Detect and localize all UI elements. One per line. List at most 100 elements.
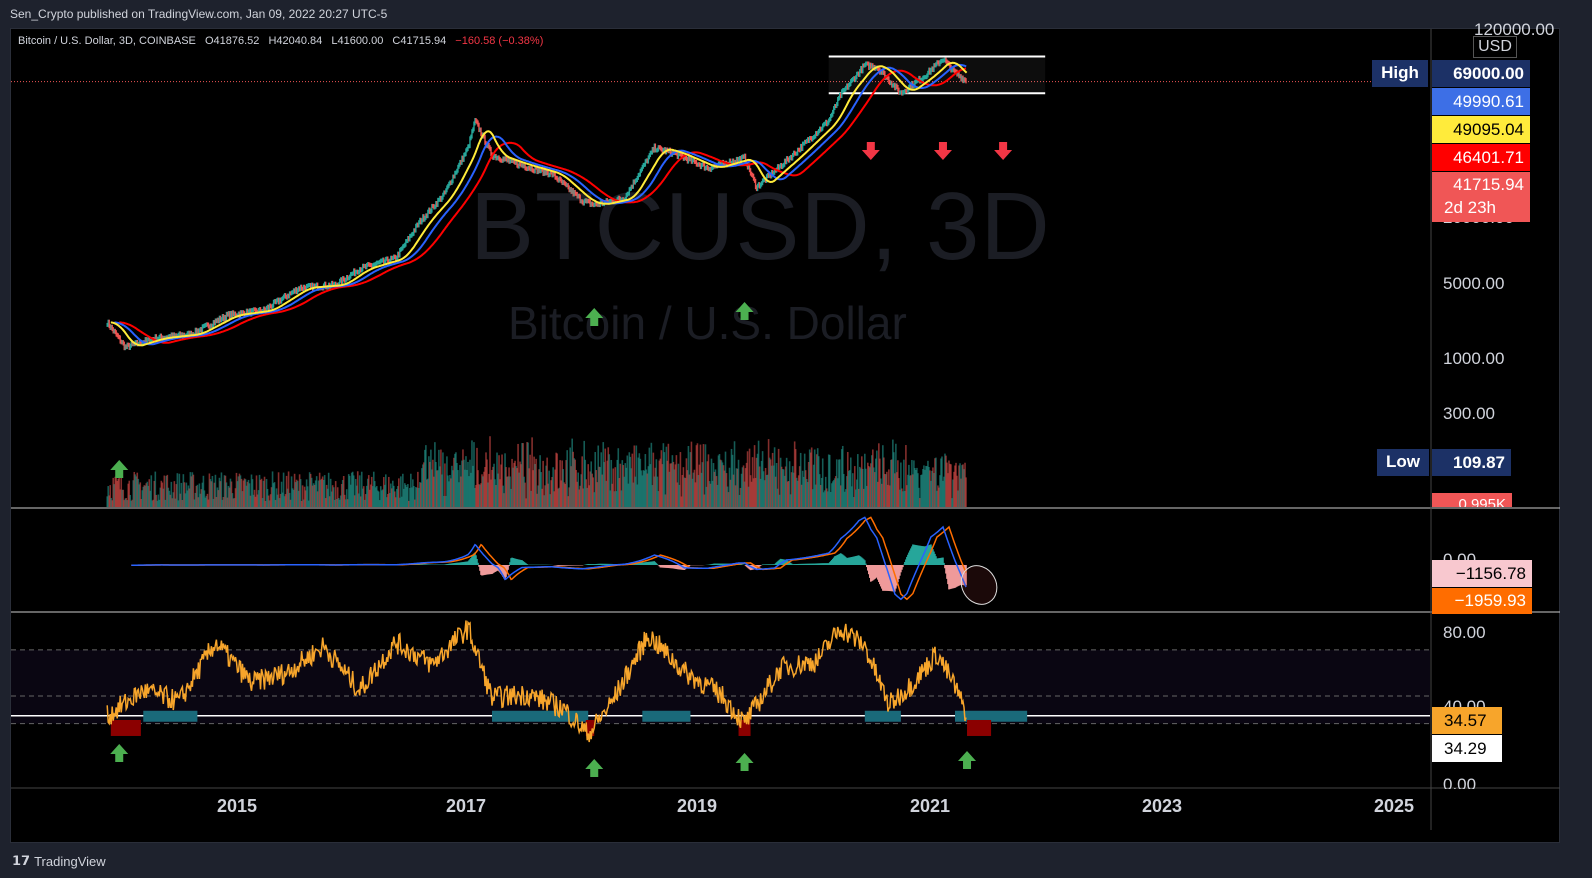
macd-histogram-bar [912, 544, 914, 565]
volume-bar [396, 488, 398, 507]
macd-histogram-bar [715, 563, 718, 565]
rsi-line [106, 620, 967, 743]
volume-bar [578, 489, 581, 507]
legend-change: −160.58 (−0.38%) [455, 35, 544, 47]
volume-bar [867, 462, 869, 507]
volume-bar [305, 479, 308, 507]
volume-bar [670, 463, 673, 507]
volume-bar [507, 476, 509, 507]
volume-bar [754, 477, 757, 507]
volume-bar [565, 460, 567, 507]
volume-bar [464, 469, 466, 507]
volume-bar [714, 469, 717, 507]
volume-bar [571, 438, 573, 507]
volume-bar [590, 461, 593, 507]
time-label-2021: 2021 [910, 796, 951, 816]
volume-bar [135, 476, 138, 507]
volume-bar [184, 493, 187, 507]
volume-bar [706, 461, 709, 507]
volume-bar [959, 463, 961, 507]
macd-histogram-bar [559, 565, 561, 566]
volume-bar [339, 495, 342, 507]
macd-histogram-bar [904, 561, 906, 565]
volume-bar [468, 476, 470, 507]
volume-bar [501, 454, 503, 507]
macd-histogram-bar [712, 563, 715, 565]
macd-histogram-bar [459, 562, 461, 565]
volume-bar [762, 471, 765, 507]
macd-histogram-bar [480, 565, 482, 575]
volume-bar [792, 472, 795, 507]
sell-signal-arrow [933, 142, 952, 160]
macd-histogram-bar [524, 562, 526, 565]
macd-histogram-bar [916, 545, 918, 565]
volume-bar [816, 448, 819, 507]
macd-histogram-bar [641, 562, 644, 565]
macd-histogram-bar [748, 565, 751, 570]
volume-bar [201, 482, 204, 507]
volume-bar [434, 442, 436, 507]
macd-histogram-bar [812, 563, 815, 565]
macd-histogram-bar [746, 565, 749, 568]
volume-bar [931, 470, 933, 507]
volume-bar [132, 480, 135, 507]
volume-bar [923, 465, 925, 507]
macd-histogram-bar [859, 556, 862, 565]
volume-bar [628, 452, 631, 507]
volume-bar [602, 442, 605, 507]
macd-histogram-bar [467, 561, 469, 565]
volume-bar [508, 467, 510, 507]
macd-histogram-bar [757, 565, 760, 568]
volume-bar [261, 498, 264, 507]
volume-bar [786, 481, 789, 507]
macd-histogram-bar [661, 565, 664, 568]
macd-histogram-bar [428, 564, 430, 565]
volume-bar [583, 440, 586, 507]
macd-histogram-bar [876, 565, 878, 578]
macd-histogram-bar [645, 562, 648, 565]
macd-histogram-bar [565, 565, 567, 566]
macd-histogram-bar [899, 565, 901, 576]
volume-bar [846, 451, 849, 507]
volume-bar [865, 468, 867, 507]
macd-histogram-bar [665, 565, 668, 568]
volume-bar [164, 499, 167, 507]
currency-button[interactable]: USD [1473, 36, 1517, 58]
volume-bar [323, 475, 326, 507]
macd-histogram-bar [484, 565, 486, 575]
macd-histogram-bar [762, 564, 765, 565]
macd-histogram-bar [799, 563, 802, 565]
volume-bar [561, 460, 563, 507]
macd-histogram-bar [416, 564, 418, 565]
macd-histogram-bar [749, 565, 752, 571]
macd-histogram-bar [658, 565, 661, 567]
volume-bar [463, 459, 465, 507]
macd-histogram-bar [453, 563, 455, 565]
volume-bar [337, 497, 340, 507]
ma-red-tag: 46401.71 [1432, 144, 1530, 171]
macd-histogram-bar [667, 565, 670, 569]
macd-histogram-bar [456, 562, 458, 565]
macd-histogram-bar [463, 561, 465, 565]
volume-bar [929, 470, 931, 507]
macd-histogram-bar [492, 565, 494, 574]
volume-bar [900, 462, 902, 507]
macd-histogram-bar [890, 565, 892, 592]
macd-histogram-bar [761, 564, 764, 565]
volume-bar [281, 492, 284, 507]
volume-bar [286, 488, 289, 507]
volume-bar [250, 474, 253, 507]
tradingview-logo[interactable]: 𝟭𝟳 TradingView [12, 853, 106, 869]
macd-histogram-bar [636, 562, 639, 565]
rsi-oversold-zone [492, 710, 589, 722]
volume-bar [811, 489, 814, 507]
last-price-tag: 41715.94 [1432, 172, 1530, 196]
macd-histogram-bar [739, 564, 742, 565]
volume-bar [162, 488, 165, 507]
macd-histogram-bar [842, 555, 845, 565]
volume-bar [344, 499, 347, 507]
volume-bar [414, 499, 416, 507]
volume-bar [356, 471, 359, 507]
volume-bar [382, 477, 385, 507]
